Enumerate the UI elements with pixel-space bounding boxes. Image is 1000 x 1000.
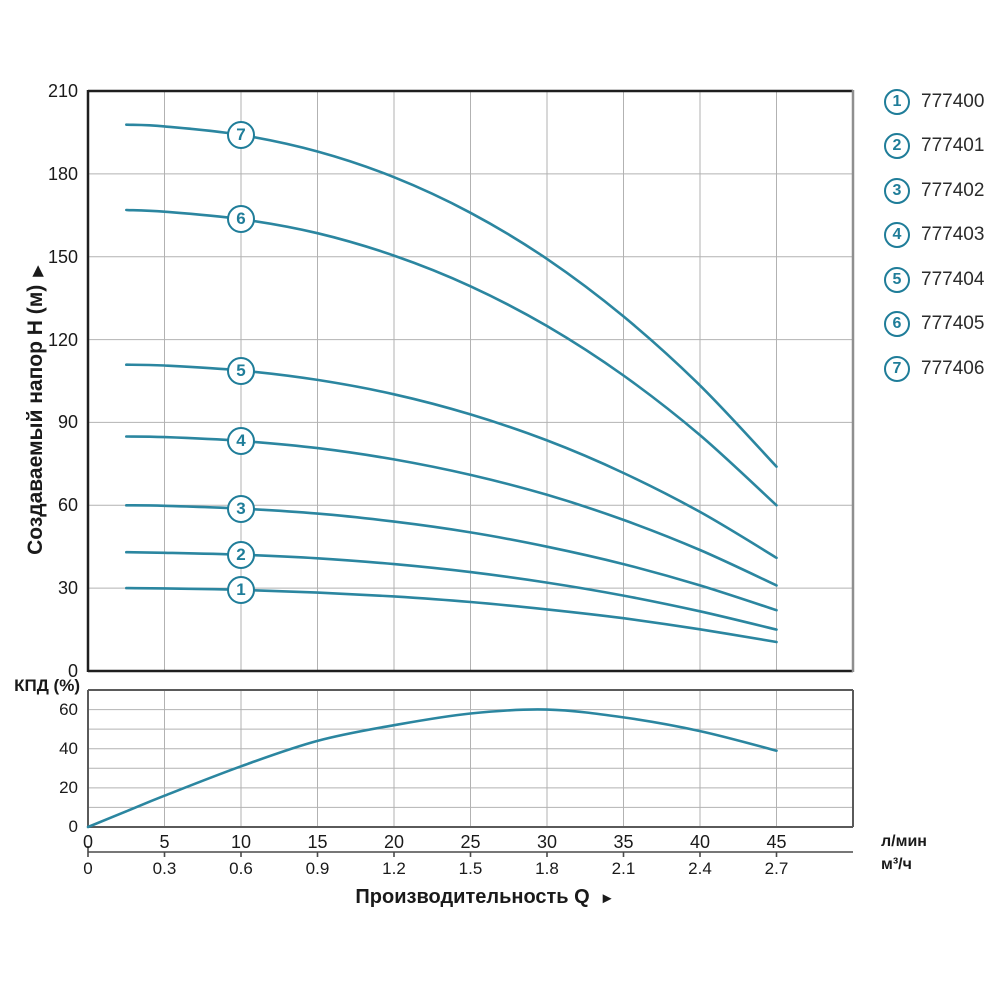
legend-code-4: 777403	[921, 224, 985, 245]
x-tick-m3h-1.5: 1.5	[458, 859, 483, 878]
x-tick-m3h-2.4: 2.4	[688, 859, 712, 878]
head-curve-4	[125, 435, 778, 587]
curve-label-7: 7	[227, 120, 255, 149]
x-tick-lmin-30: 30	[536, 832, 558, 852]
unit-cubic-meters-per-hour: м³/ч	[881, 856, 912, 873]
legend-marker-4: 4	[884, 222, 910, 248]
legend-marker-1: 1	[884, 89, 910, 115]
legend-row-4: 4 777403	[884, 221, 984, 249]
head-curve-3	[125, 504, 778, 612]
eff-y-tick-20: 20	[59, 777, 78, 797]
head-curve-1	[125, 586, 778, 644]
efficiency-curve	[86, 708, 778, 829]
x-tick-lmin-0: 0	[82, 832, 94, 852]
unit-liters-per-minute: л/мин	[881, 833, 927, 850]
head-curve-6	[125, 208, 778, 507]
x-tick-lmin-35: 35	[613, 832, 634, 852]
legend-marker-6: 6	[884, 311, 910, 337]
curve-label-5: 5	[227, 356, 255, 385]
legend-row-2: 2 777401	[884, 132, 984, 160]
eff-y-tick-40: 40	[59, 738, 78, 758]
x-tick-lmin-45: 45	[766, 832, 787, 852]
x-tick-m3h-0: 0	[83, 859, 93, 878]
x-tick-lmin-10: 10	[230, 832, 252, 852]
legend-code-6: 777405	[921, 313, 985, 334]
eff-y-tick-60: 60	[59, 699, 78, 719]
legend-marker-2: 2	[884, 133, 910, 159]
head-y-tick-150: 150	[47, 246, 78, 267]
head-curve-2	[125, 550, 778, 631]
legend-marker-3: 3	[884, 178, 910, 204]
head-y-tick-120: 120	[47, 329, 78, 350]
curve-label-3: 3	[227, 494, 255, 523]
head-y-tick-0: 0	[67, 661, 78, 681]
head-y-tick-30: 30	[57, 578, 78, 599]
head-y-tick-180: 180	[47, 163, 78, 184]
curve-label-2: 2	[227, 540, 255, 569]
x-tick-m3h-1.8: 1.8	[535, 859, 559, 878]
head-y-tick-210: 210	[47, 81, 78, 101]
x-tick-lmin-20: 20	[383, 832, 405, 852]
x-tick-lmin-40: 40	[689, 832, 711, 852]
legend-code-3: 777402	[921, 180, 985, 201]
x-tick-m3h-0.3: 0.3	[152, 859, 177, 878]
x-tick-lmin-25: 25	[460, 832, 481, 852]
x-tick-m3h-1.2: 1.2	[382, 859, 406, 878]
legend-row-7: 7 777406	[884, 355, 984, 383]
legend-code-2: 777401	[921, 135, 985, 156]
legend-marker-7: 7	[884, 356, 910, 382]
eff-y-tick-0: 0	[68, 817, 78, 836]
legend-row-1: 1 777400	[884, 88, 984, 116]
legend-marker-5: 5	[884, 267, 910, 293]
x-axis-title-text: Производительность Q	[355, 886, 590, 908]
x-tick-lmin-5: 5	[159, 832, 170, 852]
legend-code-1: 777400	[921, 91, 985, 112]
legend-code-7: 777406	[921, 358, 985, 379]
legend-row-3: 3 777402	[884, 177, 984, 205]
head-y-tick-60: 60	[57, 495, 78, 516]
x-tick-m3h-2.7: 2.7	[764, 859, 789, 878]
head-curve-5	[125, 363, 778, 560]
x-tick-m3h-0.6: 0.6	[229, 859, 253, 878]
curve-label-4: 4	[227, 426, 255, 455]
curve-label-6: 6	[227, 205, 255, 234]
head-y-tick-90: 90	[57, 412, 78, 433]
x-tick-lmin-15: 15	[307, 832, 328, 852]
legend-row-6: 6 777405	[884, 310, 984, 338]
efficiency-axis-label: КПД (%)	[14, 676, 80, 695]
x-tick-m3h-2.1: 2.1	[611, 859, 636, 878]
head-curve-7	[125, 123, 778, 468]
x-tick-m3h-0.9: 0.9	[305, 859, 330, 878]
legend-code-5: 777404	[921, 269, 985, 290]
head-axis-title: Создаваемый напор H (м)▶	[21, 210, 51, 610]
legend-row-5: 5 777404	[884, 266, 984, 294]
x-axis-title: Производительность Q ►	[285, 886, 685, 909]
curve-label-1: 1	[227, 575, 255, 604]
right-arrow-icon: ►	[599, 890, 615, 907]
